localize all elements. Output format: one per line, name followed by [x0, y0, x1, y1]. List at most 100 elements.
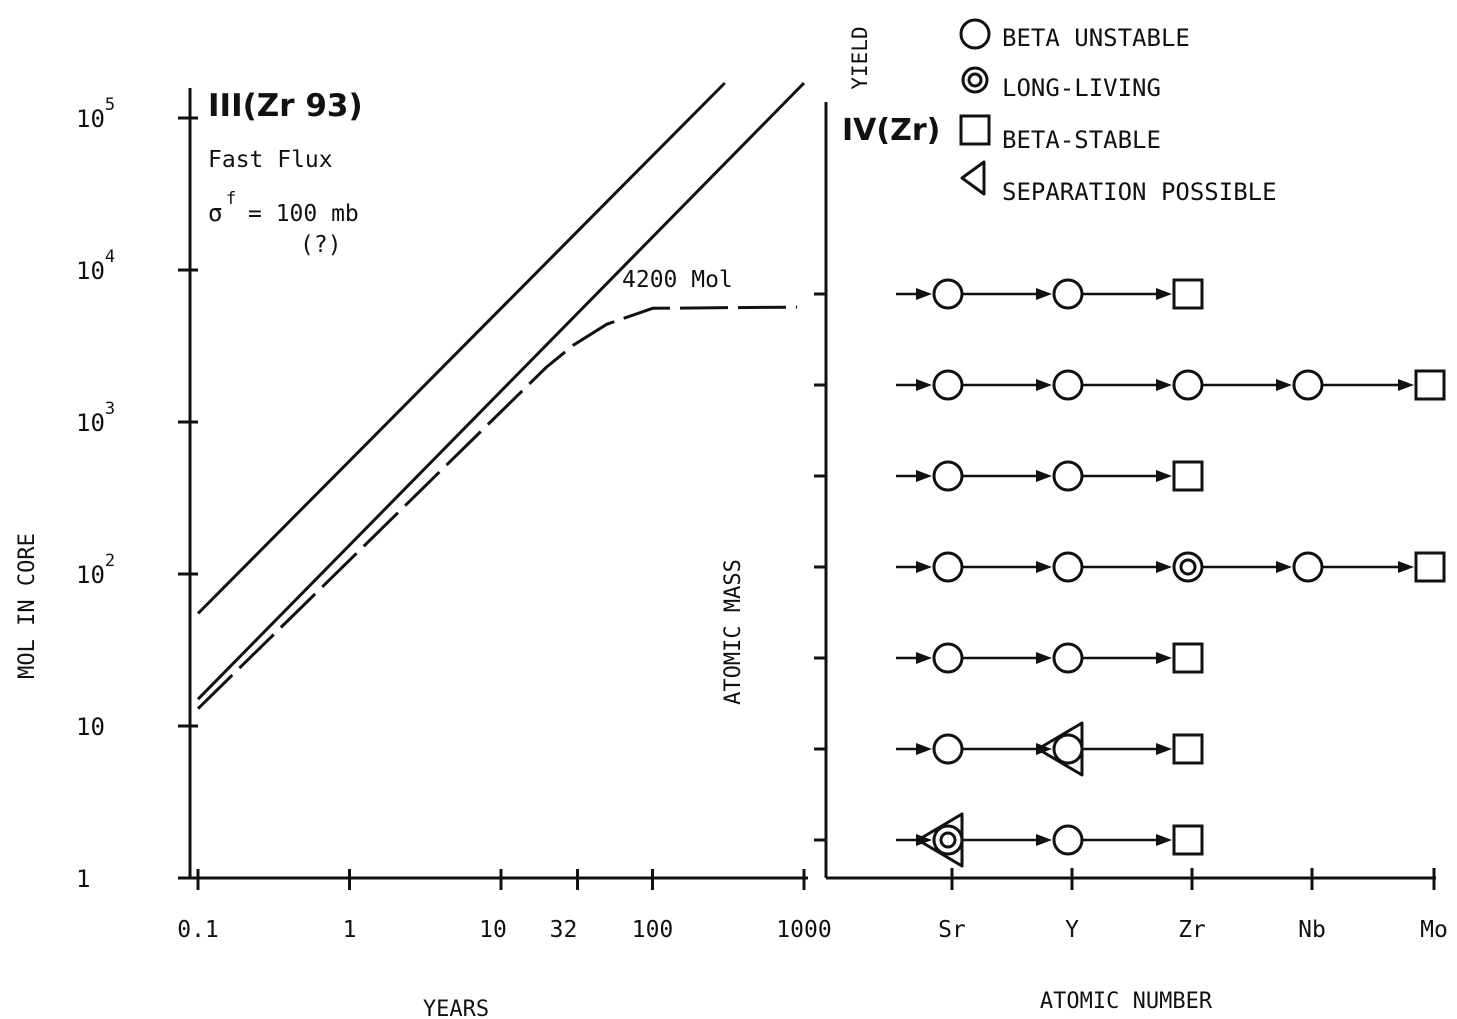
series-line-2 [196, 81, 806, 701]
x-tick-label: 1000 [776, 917, 831, 943]
right-y-axis-label: ATOMIC MASS [721, 559, 746, 705]
decay-arrowhead [1156, 561, 1172, 573]
legend-entry: SEPARATION POSSIBLE [960, 160, 1277, 206]
left-y-ticks: 1 10 102 103 104 105 [76, 95, 198, 893]
beta-unstable-node [932, 369, 964, 401]
beta-unstable-node [932, 733, 964, 765]
right-x-axis-label: ATOMIC NUMBER [1040, 989, 1213, 1014]
x-tick-label: 100 [632, 917, 674, 943]
beta-stable-node [1172, 642, 1204, 674]
decay-arrowhead [1036, 288, 1052, 300]
left-series [196, 81, 806, 710]
beta-unstable-node [1052, 642, 1084, 674]
separation-triangle [1036, 721, 1084, 777]
beta-unstable-node [932, 278, 964, 310]
left-chart-title: III(Zr 93) [208, 88, 363, 124]
x-tick-label: 10 [479, 917, 507, 943]
y-tick-label: 10 [76, 713, 105, 741]
legend-entry: BETA-STABLE [959, 114, 1161, 154]
long-living-inner-ring [1179, 558, 1197, 576]
left-y-axis-label: MOL IN CORE [15, 533, 40, 679]
left-x-ticks: 0.1 1 10 32 100 1000 [177, 869, 832, 943]
beta-unstable-node [1052, 278, 1084, 310]
uncertain-label: (?) [300, 232, 342, 258]
decay-chain-row [896, 460, 1204, 492]
decay-arrowhead [1156, 834, 1172, 846]
decay-arrowhead [1036, 379, 1052, 391]
decay-chain-row [896, 812, 1204, 868]
category-label: Nb [1298, 917, 1326, 943]
decay-arrowhead [916, 470, 932, 482]
legend-label: SEPARATION POSSIBLE [1002, 178, 1277, 206]
beta-unstable-node [1172, 369, 1204, 401]
right-chart-title: IV(Zr) [842, 113, 940, 148]
beta-stable-node [1172, 824, 1204, 856]
decay-arrowhead [916, 379, 932, 391]
decay-chain-row [896, 551, 1446, 583]
decay-arrowhead [1156, 470, 1172, 482]
decay-arrowhead [1036, 561, 1052, 573]
beta-unstable-node [1052, 733, 1084, 765]
beta-unstable-node [932, 824, 964, 856]
decay-arrowhead [1398, 379, 1414, 391]
beta-unstable-node [1172, 551, 1204, 583]
decay-arrowhead [916, 834, 932, 846]
legend-circle-icon [959, 18, 991, 50]
decay-arrowhead [1156, 379, 1172, 391]
beta-stable-node [1172, 278, 1204, 310]
beta-stable-node [1414, 369, 1446, 401]
category-label: Mo [1420, 917, 1448, 943]
beta-unstable-node [1052, 369, 1084, 401]
decay-chains [896, 278, 1446, 868]
y-tick-label: 1 [76, 865, 90, 893]
y-tick-label: 105 [76, 95, 115, 133]
yield-label: YIELD [848, 26, 872, 89]
beta-unstable-node [932, 642, 964, 674]
beta-unstable-node [1292, 369, 1324, 401]
decay-arrowhead [916, 561, 932, 573]
y-tick-label: 102 [76, 551, 115, 589]
y-tick-label: 104 [76, 247, 115, 285]
beta-unstable-node [1292, 551, 1324, 583]
left-x-axis-label: YEARS [423, 997, 489, 1019]
beta-unstable-node [1052, 551, 1084, 583]
beta-unstable-node [1052, 824, 1084, 856]
legend-entry: BETA UNSTABLE [959, 18, 1190, 52]
decay-arrowhead [1036, 652, 1052, 664]
decay-arrowhead [916, 288, 932, 300]
decay-chain-row [896, 369, 1446, 401]
legend-square-icon [959, 114, 991, 146]
legend-inner-ring [967, 72, 983, 88]
x-tick-label: 1 [343, 917, 357, 943]
decay-chain-row [896, 278, 1204, 310]
legend-label: BETA-STABLE [1002, 126, 1161, 154]
series-line-3 [196, 305, 798, 710]
beta-stable-node [1172, 460, 1204, 492]
right-axes [824, 102, 1436, 880]
sigma-symbol: σ [208, 199, 222, 227]
legend-triangle-icon [960, 160, 986, 196]
legend-double-circle-icon [961, 66, 989, 94]
cross-section-label: = 100 mb [248, 201, 359, 227]
plateau-label: 4200 Mol [622, 267, 733, 293]
right-x-ticks: Sr Y Zr Nb Mo [938, 868, 1448, 943]
decay-arrowhead [1156, 288, 1172, 300]
decay-arrowhead [1156, 652, 1172, 664]
left-axes [188, 88, 808, 880]
separation-triangle [916, 812, 964, 868]
decay-chain-row [896, 642, 1204, 674]
y-tick-label: 103 [76, 399, 115, 437]
decay-arrowhead [1276, 561, 1292, 573]
category-label: Zr [1178, 917, 1206, 943]
category-label: Y [1065, 917, 1079, 943]
right-row-ticks [814, 292, 826, 842]
decay-arrowhead [1156, 743, 1172, 755]
decay-arrowhead [1398, 561, 1414, 573]
beta-stable-node [1414, 551, 1446, 583]
legend-label: LONG-LIVING [1002, 74, 1161, 102]
decay-arrowhead [916, 652, 932, 664]
decay-arrowhead [1036, 834, 1052, 846]
decay-arrowhead [1036, 743, 1052, 755]
decay-arrowhead [916, 743, 932, 755]
